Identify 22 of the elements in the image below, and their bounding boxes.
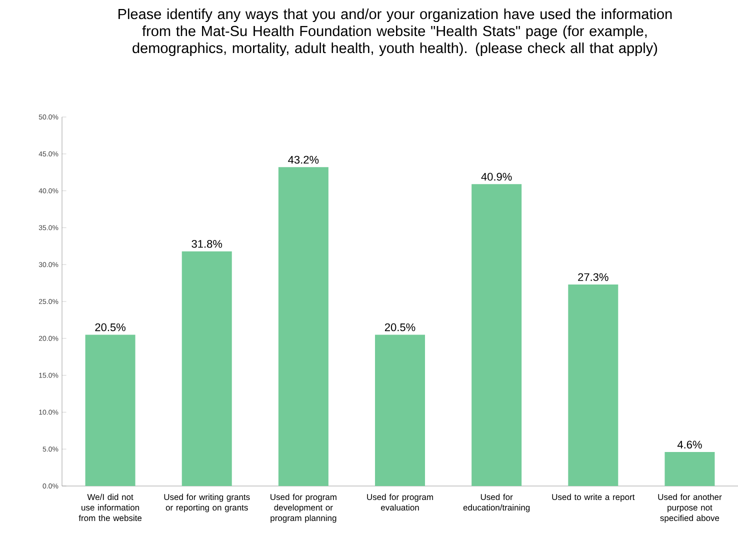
bar: [664, 452, 715, 486]
data-label: 40.9%: [481, 172, 512, 181]
x-tick-label: We/I did not use information from the website: [78, 494, 142, 522]
bar: [182, 251, 232, 486]
bar: [568, 284, 618, 486]
chart-title: Please identify any ways that you and/or your organization have used the information from the Mat-Su Health Foundation website "Health Stats" page (for example, demographics, mortality, adult health, youth health). (please check all that apply): [118, 8, 672, 56]
data-label: 31.8%: [192, 240, 222, 248]
data-label: 43.2%: [288, 156, 319, 164]
x-tick-label: Used for program development or program planning: [270, 494, 336, 523]
x-tick-label: Used for education/training: [463, 494, 530, 512]
x-tick-label: Used for another purpose not specified above: [658, 494, 722, 523]
x-tick-label: Used for writing grants or reporting on grants: [164, 494, 250, 512]
bar: [278, 167, 328, 486]
bar: [472, 184, 522, 486]
bar: [375, 334, 426, 486]
data-label: 4.6%: [677, 440, 702, 449]
data-label: 27.3%: [578, 273, 608, 281]
data-label: 20.5%: [95, 323, 126, 332]
bar: [85, 334, 136, 486]
x-tick-label: Used to write a report: [552, 494, 635, 502]
x-tick-label: Used for program evaluation: [367, 494, 433, 511]
data-label: 20.5%: [384, 323, 416, 332]
